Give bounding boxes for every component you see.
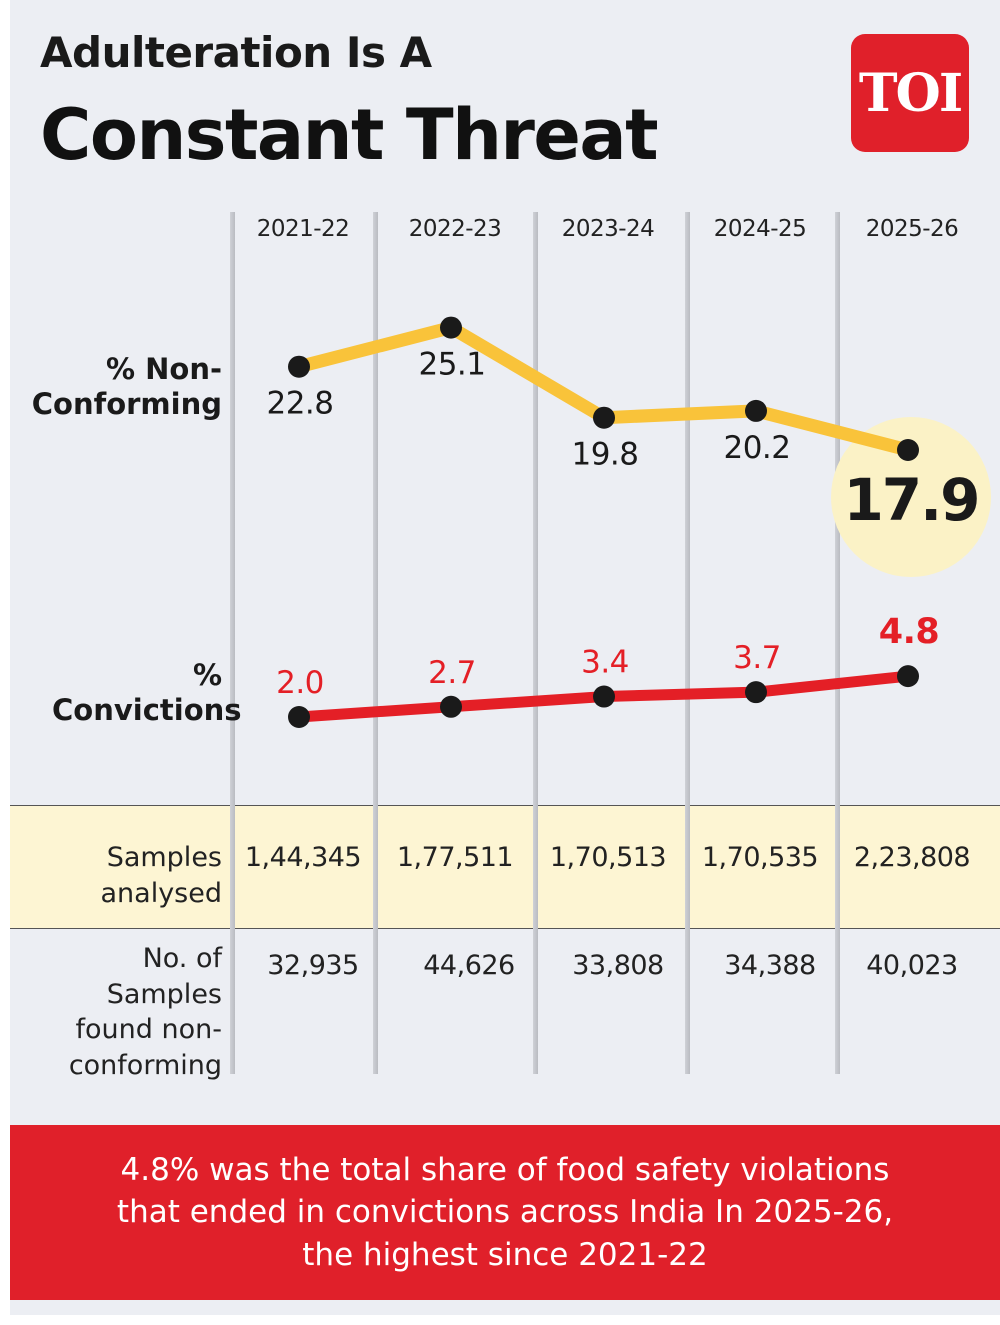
non-conforming-value-label: 17.9 (843, 466, 978, 534)
non-conforming-label: % Non-Conforming (31, 352, 222, 422)
highlight-circle (831, 417, 991, 577)
convictions-point (288, 706, 310, 728)
convictions-value-label: 3.4 (581, 645, 629, 681)
samples-analysed-label: Samples analysed (100, 842, 223, 909)
column-divider (230, 212, 235, 1074)
year-header: 2025-26 (865, 216, 959, 242)
non-conforming-value-label: 20.2 (723, 430, 790, 466)
convictions-label: % Convictions (52, 658, 242, 728)
non-conforming-value-label: 25.1 (418, 347, 485, 383)
samples-non-conforming-value: 33,808 (572, 950, 664, 981)
column-divider (373, 212, 378, 1074)
convictions-point (593, 685, 615, 708)
convictions-point (897, 665, 919, 688)
column-divider (835, 212, 840, 1074)
toi-logo: TOI (851, 34, 969, 152)
non-conforming-point (897, 439, 919, 461)
samples-non-conforming-value: 40,023 (866, 950, 958, 981)
non-conforming-line (292, 321, 915, 457)
samples-analysed-value: 1,70,513 (549, 842, 667, 873)
samples-analysed-value: 1,77,511 (396, 842, 514, 873)
infographic: Adulteration Is A Constant Threat TOI 20… (10, 0, 1000, 1315)
footer-banner: 4.8% was the total share of food safety … (10, 1125, 1000, 1300)
samples-analysed-value: 1,70,535 (701, 842, 819, 873)
convictions-value-label: 2.7 (428, 655, 476, 691)
convictions-value-label: 2.0 (276, 665, 324, 701)
line-charts: 22.8 25.1 19.8 20.2 17.9 2.0 2.7 3.4 3.7 4.8 (266, 316, 991, 728)
samples-non-conforming-value: 44,626 (423, 950, 515, 981)
samples-non-conforming-value: 34,388 (724, 950, 816, 981)
convictions-value-label: 3.7 (733, 640, 781, 676)
non-conforming-point (593, 406, 615, 429)
column-divider (685, 212, 690, 1074)
non-conforming-value-label: 22.8 (266, 386, 333, 422)
non-conforming-point (745, 399, 767, 422)
column-divider (533, 212, 538, 1074)
samples-non-conforming-value: 32,935 (267, 950, 359, 981)
year-header: 2022-23 (408, 216, 502, 242)
non-conforming-point (288, 355, 310, 378)
year-header: 2021-22 (256, 216, 350, 242)
convictions-value-label: 4.8 (879, 612, 940, 652)
year-header: 2023-24 (561, 216, 655, 242)
samples-non-conforming-label: No. of Samples found non-conforming (68, 943, 222, 1081)
footer-text: 4.8% was the total share of food safety … (116, 1151, 894, 1273)
title-line-1: Adulteration Is A (40, 28, 432, 77)
non-conforming-value-label: 19.8 (571, 437, 638, 473)
non-conforming-point (440, 316, 462, 339)
samples-analysed-value: 1,44,345 (244, 842, 362, 873)
samples-analysed-value: 2,23,808 (853, 842, 971, 873)
title-line-2: Constant Threat (40, 94, 659, 176)
convictions-point (440, 695, 462, 718)
convictions-point (745, 681, 767, 704)
year-header: 2024-25 (713, 216, 807, 242)
